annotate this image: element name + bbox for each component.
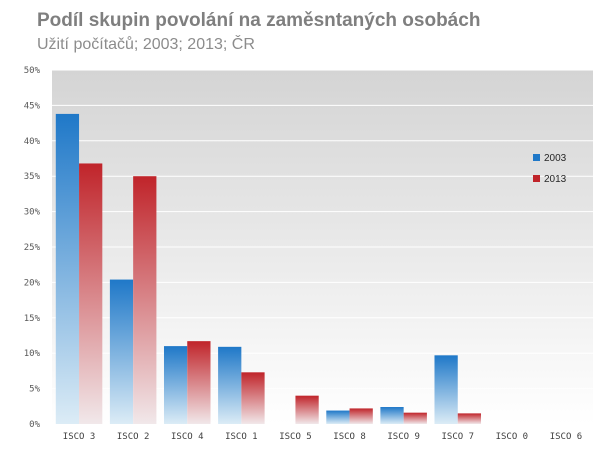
bar-2003-isco-2 — [109, 279, 134, 424]
x-axis-ticks: ISCO 3 ISCO 2 ISCO 4 ISCO 1 ISCO 5 ISCO 8 ISCO… — [63, 432, 582, 442]
x-tick-label: ISCO 7 — [441, 432, 474, 442]
bar-2003-isco-1 — [218, 346, 242, 424]
bar-2013-isco-3 — [79, 163, 103, 424]
x-tick-label: ISCO 2 — [117, 432, 150, 442]
y-tick-label: 45% — [24, 101, 41, 111]
x-tick-label: ISCO 3 — [63, 432, 96, 442]
x-tick-label: ISCO 1 — [225, 432, 258, 442]
bar-2013-isco-2 — [133, 176, 157, 424]
bar-2013-isco-7 — [457, 413, 482, 424]
x-tick-label: ISCO 5 — [279, 432, 312, 442]
bar-2013-isco-4 — [187, 341, 211, 424]
y-tick-label: 15% — [24, 314, 41, 324]
x-tick-label: ISCO 4 — [171, 432, 204, 442]
x-tick-label: ISCO 9 — [387, 432, 420, 442]
y-tick-label: 25% — [24, 243, 41, 253]
y-tick-label: 20% — [24, 278, 41, 288]
bar-2003-isco-9 — [380, 407, 404, 424]
legend-swatch-2003 — [533, 154, 540, 161]
y-tick-label: 5% — [29, 385, 40, 395]
legend-label-2013: 2013 — [544, 174, 567, 185]
y-tick-label: 50% — [24, 66, 41, 76]
legend-swatch-2013 — [533, 175, 540, 182]
y-tick-label: 30% — [24, 208, 41, 218]
bar-2013-isco-1 — [241, 372, 265, 424]
bar-2003-isco-4 — [163, 346, 188, 424]
bar-2003-isco-8 — [326, 410, 350, 424]
y-tick-label: 35% — [24, 172, 41, 182]
bar-2003-isco-7 — [434, 355, 458, 424]
bar-2013-isco-9 — [403, 412, 427, 424]
legend-label-2003: 2003 — [544, 153, 567, 164]
x-tick-label: ISCO 8 — [333, 432, 366, 442]
bar-2013-isco-8 — [349, 408, 373, 424]
bar-2013-isco-5 — [295, 395, 319, 424]
x-tick-label: ISCO 6 — [550, 432, 583, 442]
bars — [55, 113, 482, 425]
bar-2003-isco-3 — [55, 113, 80, 425]
chart-title: Podíl skupin povolání na zaměsntaných os… — [37, 10, 481, 31]
y-axis-ticks: 0% 5% 10% 15% 20% 25% 30% 35% 40% 45% 50% — [24, 66, 41, 430]
x-tick-label: ISCO 0 — [496, 432, 529, 442]
y-tick-label: 0% — [29, 420, 40, 430]
y-tick-label: 40% — [24, 137, 41, 147]
y-tick-label: 10% — [24, 349, 41, 359]
chart-subtitle: Užití počítačů; 2003; 2013; ČR — [37, 36, 255, 53]
legend: 2003 2013 — [533, 153, 567, 185]
